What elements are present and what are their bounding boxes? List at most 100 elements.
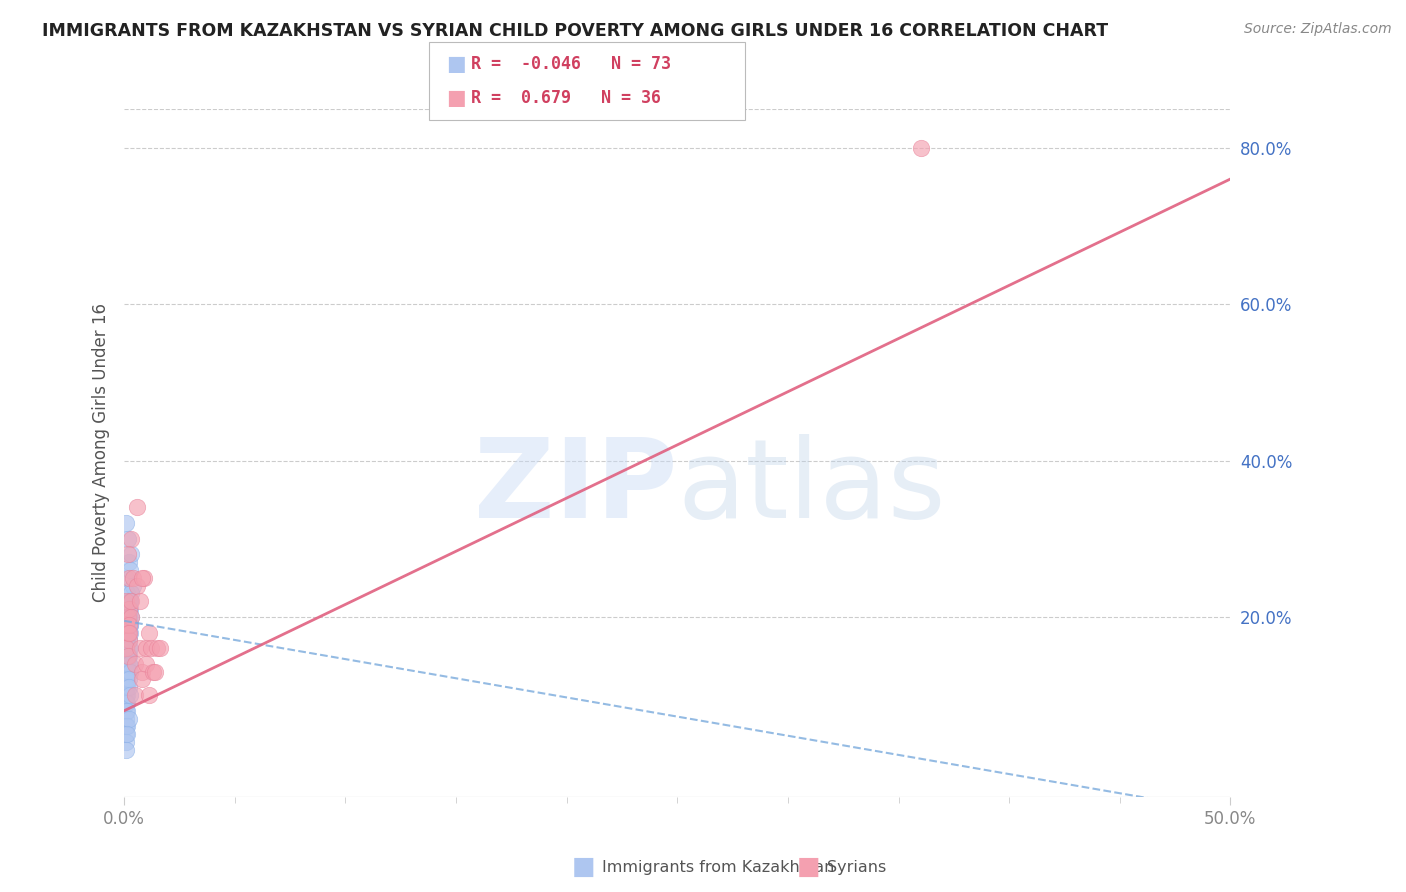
Point [117,602,139,616]
Point [131,665,153,679]
Point [118,688,141,702]
Text: ■: ■ [797,855,820,879]
Point [115,617,138,632]
Point [117,657,139,671]
Point [135,657,157,671]
Point [117,610,139,624]
Point [122,579,145,593]
Point [115,688,138,702]
Point [115,727,138,741]
Point [118,625,141,640]
Point [115,516,138,530]
Point [115,625,138,640]
Point [117,673,139,687]
Point [115,648,138,663]
Point [118,617,141,632]
Point [115,696,138,710]
Point [115,719,138,733]
Point [120,532,142,546]
Point [117,602,139,616]
Point [115,680,138,694]
Point [117,610,139,624]
Point [117,610,139,624]
Point [128,641,150,656]
Point [149,641,172,656]
Text: R =  -0.046   N = 73: R = -0.046 N = 73 [471,55,671,73]
Point [115,688,138,702]
Text: Source: ZipAtlas.com: Source: ZipAtlas.com [1244,22,1392,37]
Point [115,633,138,648]
Point [118,594,141,608]
Text: ■: ■ [446,88,465,109]
Point [118,563,141,577]
Text: Syrians: Syrians [827,860,886,874]
Point [117,617,139,632]
Point [117,648,139,663]
Point [115,586,138,600]
Point [117,633,139,648]
Point [117,657,139,671]
Point [134,571,156,585]
Text: atlas: atlas [678,434,946,541]
Point [115,657,138,671]
Point [120,610,142,624]
Point [115,617,138,632]
Point [910,141,932,155]
Point [115,641,138,656]
Point [131,571,153,585]
Point [117,617,139,632]
Point [115,673,138,687]
Point [117,625,139,640]
Point [142,665,165,679]
Point [120,610,142,624]
Point [115,617,138,632]
Point [118,602,141,616]
Point [115,625,138,640]
Text: R =  0.679   N = 36: R = 0.679 N = 36 [471,89,661,107]
Point [115,610,138,624]
Point [115,610,138,624]
Point [146,641,169,656]
Point [115,633,138,648]
Point [117,625,139,640]
Point [117,555,139,569]
Point [120,586,142,600]
Point [115,665,138,679]
Point [115,743,138,757]
Point [143,665,166,679]
Point [115,727,138,741]
Point [115,735,138,749]
Text: ZIP: ZIP [474,434,678,541]
Point [115,673,138,687]
Point [124,688,146,702]
Point [115,719,138,733]
Point [115,625,138,640]
Point [115,665,138,679]
Point [117,602,139,616]
Point [128,594,150,608]
Point [115,665,138,679]
Point [115,712,138,726]
Point [131,673,153,687]
Point [117,532,139,546]
Point [122,571,145,585]
Point [118,594,141,608]
Text: Immigrants from Kazakhstan: Immigrants from Kazakhstan [602,860,834,874]
Point [118,641,141,656]
Point [115,696,138,710]
Point [115,594,138,608]
Point [117,680,139,694]
Point [135,641,157,656]
Point [117,712,139,726]
Point [127,579,149,593]
Point [115,617,138,632]
Point [138,625,160,640]
Point [117,594,139,608]
Point [117,547,139,561]
Point [115,602,138,616]
Point [115,657,138,671]
Point [118,665,141,679]
Point [127,500,149,515]
Text: ■: ■ [572,855,595,879]
Point [117,641,139,656]
